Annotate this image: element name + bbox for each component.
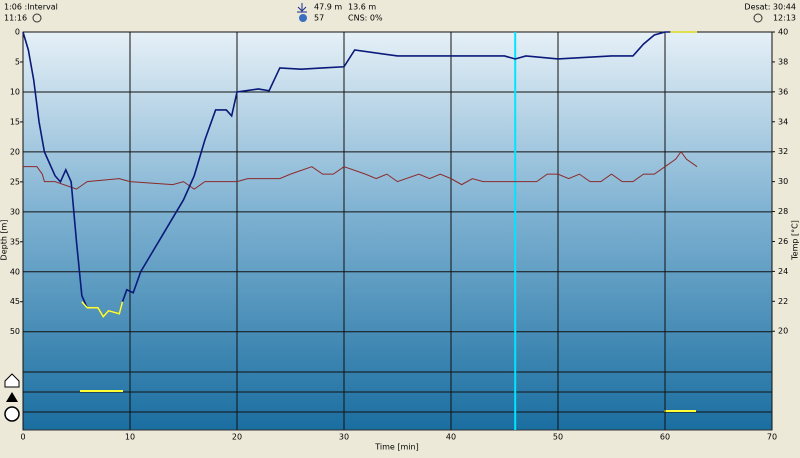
y-tick-label: 5 — [15, 57, 20, 66]
y-tick-label: 15 — [10, 117, 20, 126]
y-tick-label: 30 — [10, 207, 20, 216]
y-axis-label: Depth [m] — [0, 220, 9, 261]
y2-tick-label: 24 — [778, 267, 788, 276]
clock-icon — [4, 406, 20, 422]
warning-icon — [6, 392, 18, 402]
x-tick-label: 70 — [767, 433, 777, 442]
y-tick-label: 40 — [10, 267, 20, 276]
max-depth: 47.9 m — [314, 3, 342, 12]
y2-tick-label: 34 — [778, 117, 788, 126]
y2-tick-label: 26 — [778, 237, 788, 246]
x-tick-label: 40 — [446, 433, 456, 442]
x-tick-label: 30 — [339, 433, 349, 442]
clock-icon — [753, 13, 763, 23]
series-line — [23, 150, 698, 190]
clock-icon — [32, 13, 42, 23]
x-tick-label: 10 — [125, 433, 135, 442]
interval: 1:06 :Interval — [4, 3, 58, 12]
start-time: 11:16 — [4, 14, 27, 23]
o2: 57 — [314, 14, 324, 23]
y2-tick-label: 36 — [778, 87, 788, 96]
plot-area — [22, 31, 773, 431]
y-tick-label: 10 — [10, 87, 20, 96]
y-tick-label: 45 — [10, 297, 20, 306]
y2-tick-label: 20 — [778, 327, 788, 336]
x-tick-label: 20 — [232, 433, 242, 442]
x-tick-label: 50 — [553, 433, 563, 442]
x-tick-label: 60 — [660, 433, 670, 442]
y2-tick-label: 30 — [778, 177, 788, 186]
y2-tick-label: 40 — [778, 28, 788, 37]
y2-axis-label: Temp [°C] — [791, 220, 800, 261]
y2-tick-label: 22 — [778, 297, 788, 306]
x-tick-label: 0 — [20, 433, 25, 442]
cns: CNS: 0% — [348, 14, 383, 23]
y-tick-label: 25 — [10, 177, 20, 186]
home-icon — [4, 373, 20, 388]
x-axis-label: Time [min] — [374, 443, 418, 452]
y2-tick-label: 28 — [778, 207, 788, 216]
y-tick-label: 35 — [10, 237, 20, 246]
y-tick-label: 0 — [15, 28, 20, 37]
y-tick-label: 50 — [10, 327, 20, 336]
y2-tick-label: 38 — [778, 57, 788, 66]
series-line — [22, 31, 698, 319]
depth-icon — [297, 3, 307, 13]
series-line — [81, 301, 124, 319]
o2-icon — [299, 14, 307, 22]
y-tick-label: 20 — [10, 147, 20, 156]
end-time: 12:13 — [773, 14, 796, 23]
avg-depth: 13.6 m — [348, 3, 376, 12]
y2-tick-label: 32 — [778, 147, 788, 156]
desat: Desat: 30:44 — [744, 3, 796, 12]
